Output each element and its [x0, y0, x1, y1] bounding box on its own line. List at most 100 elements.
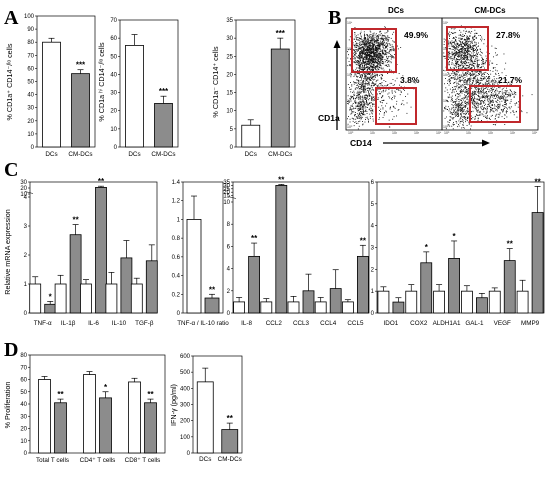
flow-event-dot	[472, 62, 474, 64]
flow-event-dot	[477, 79, 479, 80]
flow-event-dot	[514, 104, 516, 106]
flow-event-dot	[501, 100, 503, 102]
flow-event-dot	[472, 75, 474, 77]
flow-event-dot	[366, 50, 368, 52]
flow-event-dot	[381, 61, 383, 63]
flow-event-dot	[462, 79, 464, 81]
flow-event-dot	[374, 62, 376, 64]
flow-event-dot	[365, 50, 366, 51]
flow-event-dot	[484, 63, 486, 65]
flow-event-dot	[471, 87, 473, 89]
flow-event-dot	[360, 118, 362, 120]
flow-event-dot	[492, 107, 494, 109]
flow-event-dot	[486, 117, 488, 119]
flow-event-dot	[479, 90, 481, 92]
flow-event-dot	[375, 52, 376, 54]
flow-event-dot	[373, 79, 375, 81]
flow-event-dot	[459, 93, 461, 95]
flow-event-dot	[455, 121, 457, 123]
flow-event-dot	[484, 96, 486, 97]
flow-event-dot	[367, 48, 369, 50]
flow-event-dot	[466, 73, 468, 75]
flow-event-dot	[503, 99, 505, 101]
flow-event-dot	[462, 120, 464, 122]
flow-event-dot	[481, 73, 483, 75]
flow-event-dot	[378, 64, 380, 65]
y-tick-label: 50	[20, 390, 27, 396]
flow-event-dot	[354, 102, 356, 103]
flow-event-dot	[485, 108, 486, 110]
flow-event-dot	[455, 74, 457, 76]
flow-event-dot	[460, 105, 462, 106]
flow-event-dot	[479, 80, 481, 81]
flow-event-dot	[473, 80, 474, 82]
flow-event-dot	[376, 40, 378, 42]
flow-event-dot	[377, 75, 378, 77]
flow-event-dot	[443, 44, 445, 45]
flow-event-dot	[369, 72, 371, 74]
flow-event-dot	[375, 39, 377, 41]
flow-event-dot	[469, 35, 471, 37]
flow-event-dot	[476, 64, 478, 65]
flow-event-dot	[363, 52, 365, 54]
flow-event-dot	[348, 54, 349, 56]
flow-event-dot	[476, 93, 477, 95]
flow-event-dot	[459, 37, 461, 39]
flow-event-dot	[358, 50, 359, 52]
plot-frame	[232, 181, 370, 314]
flow-event-dot	[460, 53, 462, 55]
flow-event-dot	[360, 41, 362, 43]
flow-event-dot	[460, 103, 462, 105]
flow-event-dot	[399, 84, 400, 86]
flow-event-dot	[458, 124, 459, 125]
flow-event-dot	[455, 41, 457, 42]
bar	[503, 260, 516, 314]
flow-event-dot	[453, 82, 455, 83]
bar	[44, 303, 57, 314]
flow-event-dot	[362, 103, 364, 105]
flow-event-dot	[498, 96, 500, 98]
flow-event-dot	[459, 109, 461, 110]
flow-event-dot	[493, 97, 495, 99]
flow-event-dot	[378, 61, 380, 63]
flow-event-dot	[355, 98, 356, 100]
flow-event-dot	[476, 71, 478, 73]
flow-event-dot	[375, 66, 377, 68]
flow-event-dot	[388, 52, 390, 54]
y-tick-label: 500	[180, 370, 191, 376]
flow-event-dot	[355, 57, 356, 59]
flow-event-dot	[454, 52, 456, 54]
flow-event-dot	[348, 116, 349, 117]
flow-event-dot	[374, 49, 376, 50]
flow-event-dot	[457, 107, 459, 108]
flow-event-dot	[456, 122, 458, 124]
flow-event-dot	[362, 106, 364, 108]
flow-event-dot	[370, 55, 372, 57]
flow-event-dot	[369, 69, 370, 71]
flow-event-dot	[364, 103, 366, 105]
flow-event-dot	[474, 91, 476, 93]
bar	[204, 297, 220, 314]
flow-event-dot	[384, 37, 386, 39]
cd1a-axis-label: CD1a	[318, 113, 340, 123]
flow-event-dot	[461, 86, 463, 88]
flow-event-dot	[360, 87, 362, 88]
category-label: CCL4	[320, 320, 337, 327]
flow-event-dot	[387, 30, 388, 32]
flow-event-dot	[494, 67, 496, 69]
flow-event-dot	[502, 110, 504, 111]
flow-event-dot	[454, 101, 456, 103]
flow-event-dot	[384, 64, 386, 66]
category-label: TGF-β	[135, 320, 154, 327]
flow-event-dot	[357, 60, 359, 62]
y-tick-label: 5	[230, 127, 234, 133]
flow-event-dot	[371, 97, 373, 99]
flow-event-dot	[368, 77, 370, 79]
flow-event-dot	[379, 67, 381, 69]
flow-event-dot	[372, 44, 374, 45]
flow-event-dot	[350, 105, 352, 107]
category-label: VEGF	[494, 320, 511, 327]
flow-event-dot	[367, 38, 369, 40]
y-tick-label: 1	[371, 289, 375, 295]
